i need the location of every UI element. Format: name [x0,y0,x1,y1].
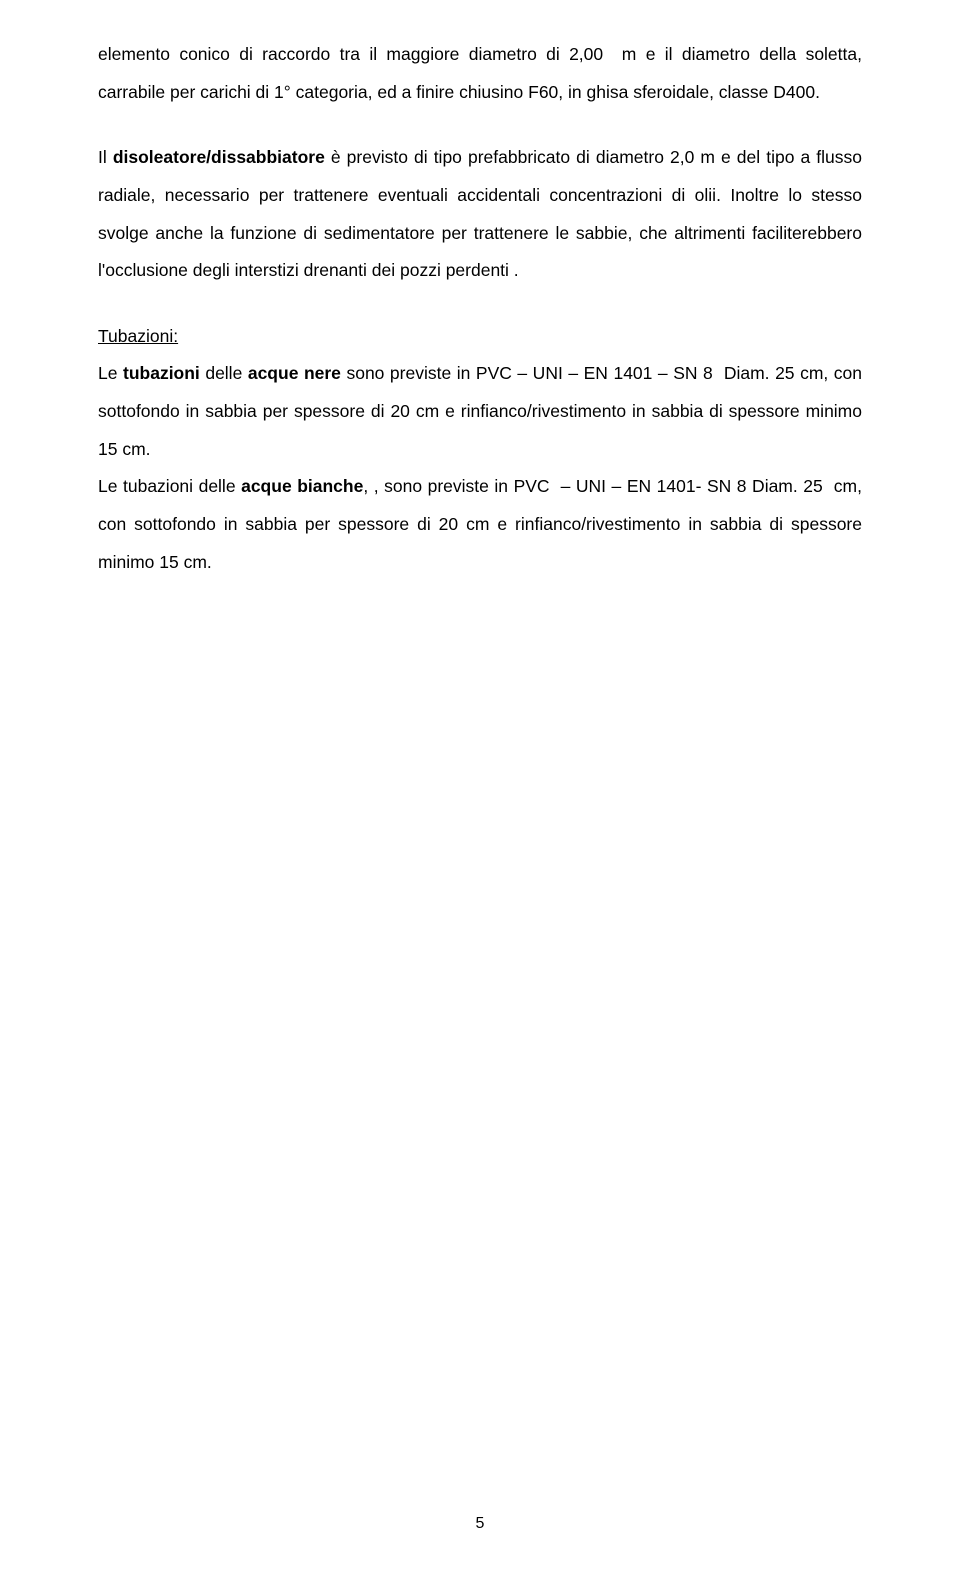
text: Il [98,147,113,167]
bold-term-acque-bianche: acque bianche [241,476,363,496]
paragraph-3: Le tubazioni delle acque nere sono previ… [98,355,862,468]
page: elemento conico di raccordo tra il maggi… [0,0,960,1583]
page-number: 5 [0,1515,960,1533]
text: elemento conico di raccordo tra il maggi… [98,44,862,102]
paragraph-2: Il disoleatore/dissabbiatore è previsto … [98,139,862,290]
text: Le [98,363,123,383]
text: Le tubazioni delle [98,476,241,496]
text: delle [200,363,248,383]
bold-term-tubazioni: tubazioni [123,363,200,383]
bold-term-disoleatore: disoleatore/dissabbiatore [113,147,325,167]
paragraph-1: elemento conico di raccordo tra il maggi… [98,36,862,111]
heading-tubazioni: Tubazioni: [98,318,862,356]
bold-term-acque-nere: acque nere [248,363,341,383]
paragraph-4: Le tubazioni delle acque bianche, , sono… [98,468,862,581]
